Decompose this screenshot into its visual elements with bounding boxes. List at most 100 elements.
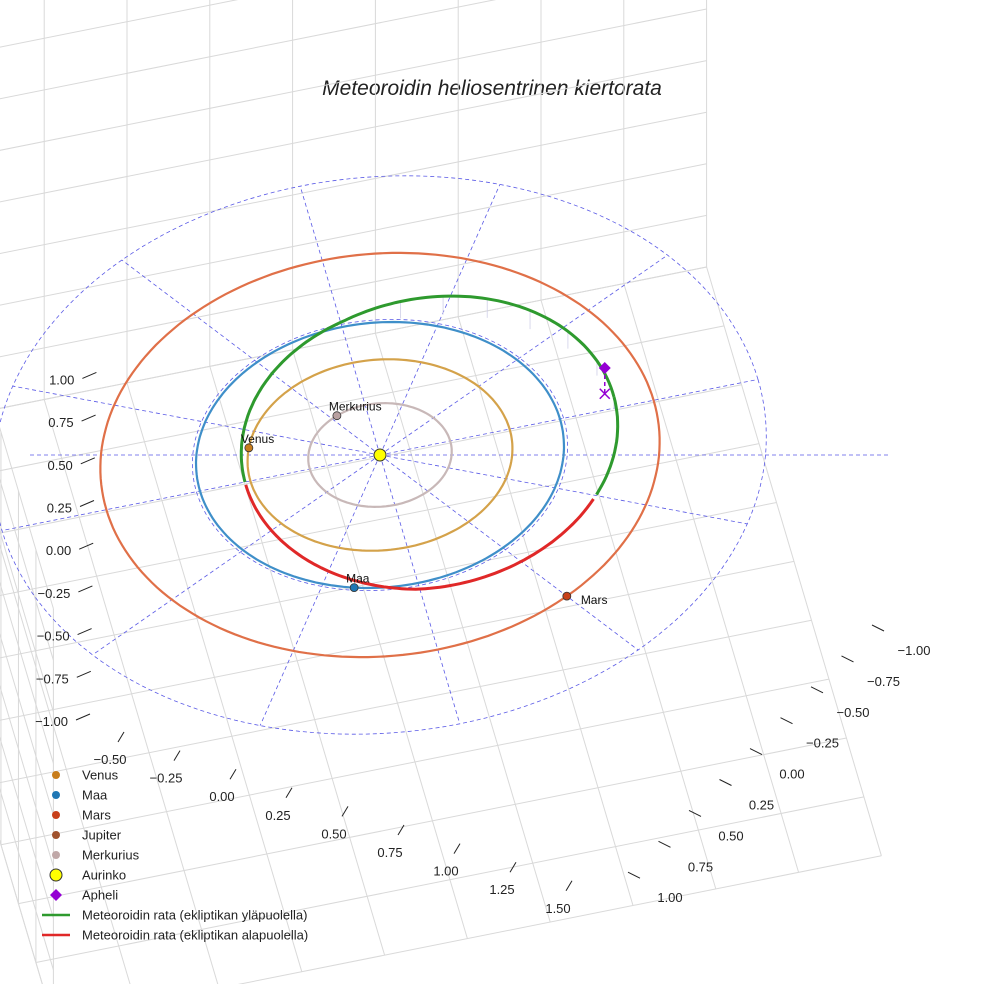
y-tick-label: −0.50 — [837, 705, 870, 720]
y-tick-mark — [749, 748, 763, 756]
x-tick-mark — [117, 731, 125, 743]
sun-marker — [373, 448, 387, 462]
z-tick-mark — [75, 713, 91, 721]
legend-label: Maa — [82, 788, 108, 803]
grid-line — [0, 111, 707, 867]
axes-box — [0, 0, 882, 984]
ecliptic-ray — [379, 454, 639, 651]
z-tick-mark — [79, 542, 94, 550]
grid-line — [0, 60, 707, 816]
z-tick-label: 0.00 — [46, 543, 71, 558]
legend-swatch — [52, 831, 60, 839]
grid-line — [706, 266, 882, 856]
y-tick-label: 0.50 — [718, 828, 743, 843]
ecliptic-ray — [379, 379, 759, 456]
grid-line — [0, 266, 707, 984]
ecliptic-ray — [92, 454, 381, 656]
grid-line — [237, 855, 882, 984]
x-tick-label: −0.25 — [150, 771, 183, 786]
legend-swatch — [49, 868, 63, 882]
meteoroid-orbit-below — [244, 484, 595, 591]
grid-line — [0, 214, 707, 970]
legend-label: Meteoroidin rata (ekliptikan yläpuolella… — [82, 908, 307, 923]
z-tick-label: 0.25 — [47, 501, 72, 516]
y-tick-label: −0.75 — [867, 674, 900, 689]
grid-line — [0, 502, 777, 659]
x-tick-label: 1.50 — [545, 901, 570, 916]
ecliptic-ray — [259, 454, 381, 726]
z-tick-mark — [82, 371, 97, 379]
grid-line — [0, 443, 760, 596]
x-tick-mark — [509, 861, 517, 873]
planet-label-maa: Maa — [346, 572, 370, 586]
ecliptic-ray — [12, 385, 381, 456]
planet-venus — [244, 443, 254, 453]
x-tick-mark — [285, 787, 293, 799]
chart-title: Meteoroidin heliosentrinen kiertorata — [322, 77, 662, 100]
aphelion-marker — [598, 361, 611, 374]
x-tick-mark — [173, 750, 181, 761]
x-tick-label: 1.00 — [433, 864, 458, 879]
grid-line — [374, 333, 551, 923]
ecliptic-reference — [0, 175, 890, 735]
x-tick-label: 0.50 — [321, 826, 346, 841]
z-tick-label: −0.75 — [36, 671, 69, 686]
grid-line — [0, 384, 742, 534]
aphelion-projection-marker — [599, 388, 611, 400]
planet-label-merkurius: Merkurius — [329, 400, 382, 414]
y-tick-label: 0.00 — [779, 767, 804, 782]
x-tick-label: −0.50 — [94, 752, 127, 767]
ecliptic-ray — [299, 186, 381, 456]
z-tick-label: 0.75 — [48, 415, 73, 430]
ecliptic-ray — [121, 259, 381, 456]
z-tick-label: 1.00 — [49, 372, 74, 387]
markers: Venus Maa Mars Merkurius — [241, 361, 611, 607]
planet-merkurius — [332, 411, 342, 421]
z-tick-label: 0.50 — [47, 458, 72, 473]
y-tick-mark — [688, 809, 702, 817]
planet-label-venus: Venus — [241, 432, 274, 446]
legend: Venus Maa Mars Jupiter Merkurius Aurinko Aphel… — [42, 768, 308, 943]
y-tick-label: 0.25 — [749, 798, 774, 813]
x-tick-label: 0.25 — [265, 808, 290, 823]
y-tick-mark — [810, 686, 824, 694]
z-tick-mark — [77, 628, 92, 636]
x-tick-label: 1.25 — [489, 882, 514, 897]
grid-line — [0, 0, 497, 712]
y-tick-mark — [871, 624, 885, 632]
orbit-merkurius — [307, 401, 453, 509]
y-tick-label: −0.25 — [806, 736, 839, 751]
x-tick-label: 0.00 — [209, 789, 234, 804]
planet-maa — [349, 583, 359, 592]
legend-swatch — [50, 889, 62, 901]
grid-line — [0, 8, 707, 764]
z-tick-mark — [78, 585, 93, 593]
y-tick-label: −1.00 — [898, 643, 931, 658]
z-tick-mark — [81, 414, 96, 422]
legend-label: Apheli — [82, 888, 118, 903]
legend-swatch — [52, 851, 60, 859]
ecliptic-circle — [0, 175, 767, 735]
meteoroid-orbit-above — [239, 294, 616, 483]
y-tick-mark — [719, 779, 732, 786]
tick-labels: −1.00 −0.75 −0.50 −0.25 0.00 0.25 0.50 0.75 1.00… — [35, 371, 931, 916]
planet-label-mars: Mars — [581, 593, 608, 607]
legend-label: Jupiter — [82, 828, 122, 843]
drop-lines — [400, 296, 618, 479]
grid-line — [540, 299, 717, 890]
legend-swatch — [52, 771, 60, 779]
z-tick-mark — [80, 457, 95, 465]
legend-swatch — [52, 811, 60, 819]
grid-line — [0, 839, 43, 984]
legend-label: Venus — [82, 768, 119, 783]
z-tick-label: −1.00 — [35, 714, 68, 729]
z-tick-label: −0.50 — [37, 629, 70, 644]
ecliptic-ray — [379, 184, 501, 456]
z-tick-mark — [76, 670, 91, 678]
y-tick-label: 1.00 — [657, 890, 682, 905]
meteoroid-orbit-above — [595, 396, 620, 496]
y-tick-mark — [658, 840, 671, 848]
legend-label: Mars — [82, 808, 111, 823]
orbit-maa — [194, 320, 566, 590]
